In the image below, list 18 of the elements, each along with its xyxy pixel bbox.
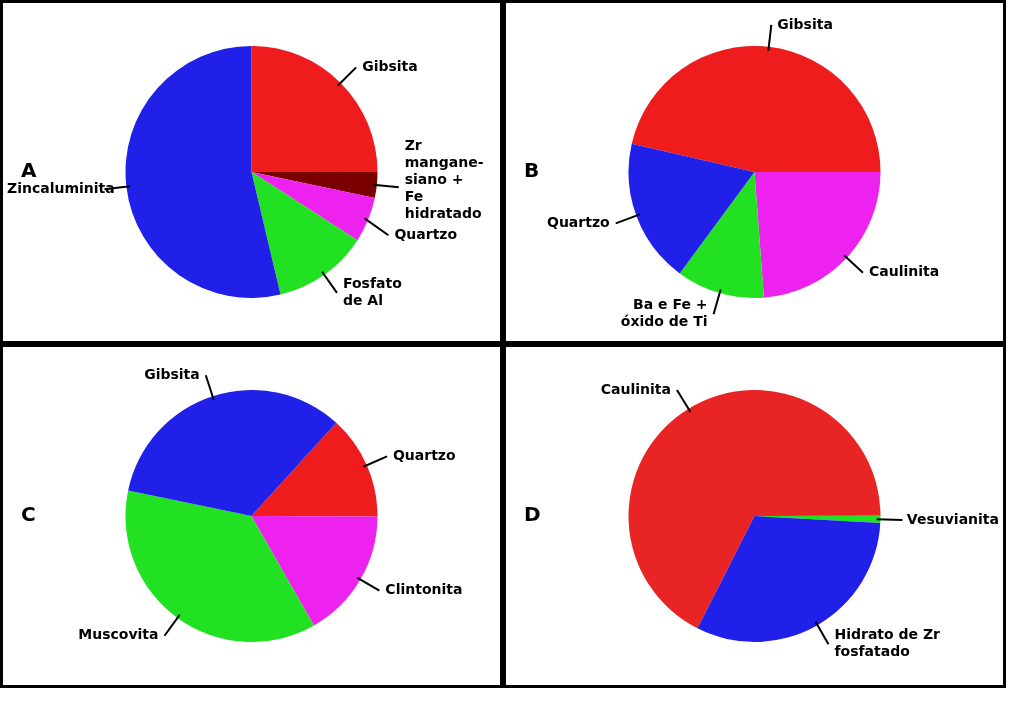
slice-label: Fosfato de Al [342, 274, 403, 308]
slice-label: Gibsita [777, 15, 833, 32]
slice-label: Ba e Fe + óxido de Ti [620, 296, 708, 330]
slice-label: Quartzo [547, 213, 611, 230]
text: B [524, 158, 540, 183]
slice-label: Zr mangane- siano + Fe hidratado [404, 136, 484, 221]
slice-label: Gibsita [144, 365, 200, 382]
text: D [524, 502, 541, 527]
slice-label: Caulinita [600, 380, 671, 397]
slice-label: Caulinita [868, 263, 940, 280]
slice-label: Quartzo [392, 447, 457, 464]
slice-label: Clintonita [385, 581, 463, 598]
slice-label: Quartzo [394, 225, 458, 242]
slice-label: Muscovita [78, 626, 159, 643]
text: C [21, 502, 36, 527]
slice-label: Gibsita [362, 57, 418, 74]
slice-label: Vesuvianita [906, 510, 1000, 527]
slice-label: Hidrato de Zr fosfatado [834, 626, 941, 660]
